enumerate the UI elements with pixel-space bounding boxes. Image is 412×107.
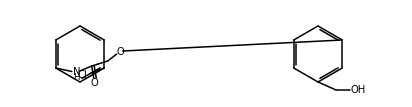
Text: Cl: Cl [77, 70, 87, 80]
Text: O: O [117, 47, 124, 57]
Text: N: N [73, 67, 80, 77]
Text: OH: OH [350, 85, 365, 95]
Text: O: O [91, 78, 98, 88]
Text: H: H [74, 73, 80, 82]
